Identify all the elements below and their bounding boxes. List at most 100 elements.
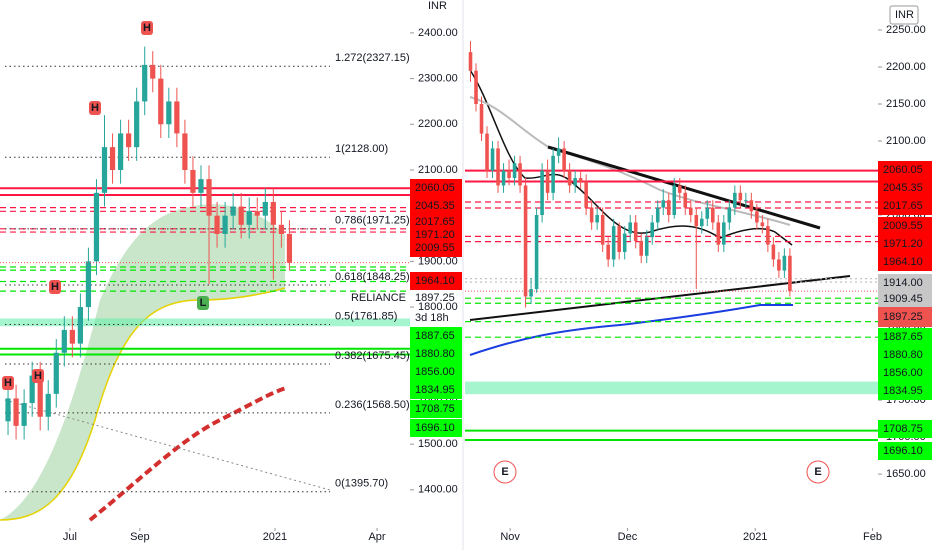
price-label-box <box>878 346 932 364</box>
price-label-box <box>878 161 932 179</box>
trend-line <box>547 145 821 230</box>
earnings-circle <box>493 460 517 484</box>
candle-body <box>578 178 583 182</box>
candle-body <box>512 163 517 179</box>
price-label: 1834.95 <box>883 385 923 397</box>
candle-body <box>126 133 132 148</box>
candle-body <box>109 147 116 170</box>
candle-body <box>53 352 59 394</box>
price-label: 2009.55 <box>415 242 455 254</box>
candle-body <box>633 222 638 241</box>
fib-label: 1.272(2327.15) <box>335 52 410 64</box>
candle-body <box>93 192 100 262</box>
price-label-box <box>878 235 932 253</box>
x-tick-label: Nov <box>500 531 520 543</box>
candle-body <box>562 148 566 171</box>
y-tick-label: 2100.00 <box>418 164 458 176</box>
marker: E <box>501 466 508 478</box>
fib-label: 0.382(1675.45) <box>335 350 410 362</box>
x-tick-label: 2021 <box>263 531 287 543</box>
candle-body <box>101 147 108 193</box>
candle-body <box>238 206 244 225</box>
price-label: 2060.05 <box>415 182 455 194</box>
candle-body <box>485 133 489 171</box>
candle-body <box>777 259 781 271</box>
candle-body <box>749 200 754 212</box>
price-label: 1856.00 <box>415 366 455 378</box>
candle-body <box>755 211 759 223</box>
price-label: 2009.55 <box>883 220 923 232</box>
price-label-box <box>410 419 462 437</box>
candle-body <box>672 185 677 216</box>
candle-body <box>534 215 539 290</box>
candle-body <box>222 215 228 234</box>
candle-body <box>496 148 500 186</box>
candle-body <box>766 226 770 245</box>
candle-body <box>556 148 561 156</box>
price-label-box <box>878 274 932 292</box>
candle-body <box>622 233 627 253</box>
price-label: 1708.75 <box>883 423 923 435</box>
candle-body <box>617 226 621 253</box>
marker-box <box>141 21 153 35</box>
fib-label: 0.618(1848.25) <box>335 271 410 283</box>
marker: L <box>200 297 207 309</box>
candle-body <box>45 393 51 417</box>
candle-body <box>744 200 748 202</box>
price-label: 1856.00 <box>883 367 923 379</box>
candle-body <box>584 181 588 208</box>
candle-body <box>507 170 511 179</box>
last-price-label: 1897.25 <box>415 292 455 304</box>
price-label: 2045.35 <box>883 182 923 194</box>
candle-body <box>206 179 212 216</box>
candle-body <box>529 289 533 297</box>
candle-body <box>545 170 550 193</box>
candle-body <box>21 403 27 426</box>
currency: INR <box>895 9 914 21</box>
price-label: 1971.20 <box>883 238 923 250</box>
price-label: 1880.80 <box>883 349 923 361</box>
indicators <box>0 0 851 550</box>
price-label-box <box>878 179 932 197</box>
candle-body <box>490 148 495 171</box>
fib-label: 0.5(1761.85) <box>335 310 397 322</box>
price-label-box <box>878 420 932 438</box>
y-tick-label: 1650.00 <box>886 468 926 480</box>
candle-body <box>683 192 688 208</box>
price-label: 1708.75 <box>415 403 455 415</box>
y-tick-label: 2400.00 <box>418 27 458 39</box>
candle-body <box>77 307 84 344</box>
candle-body <box>474 70 478 104</box>
candle-body <box>551 155 555 193</box>
candle-body <box>611 226 616 260</box>
marker: E <box>814 466 821 478</box>
y-tick-label: 2200.00 <box>886 61 926 73</box>
zone <box>465 381 878 395</box>
marker: H <box>4 377 12 389</box>
moving-average <box>0 287 286 521</box>
candle-body <box>694 215 699 227</box>
candle-body <box>254 211 260 216</box>
x-tick-label: 2021 <box>743 531 767 543</box>
y-tick-label: 1900.00 <box>418 255 458 267</box>
y-tick-label: 1500.00 <box>418 438 458 450</box>
candle-body <box>142 64 148 102</box>
price-label: 2045.35 <box>415 200 455 212</box>
price-label-box <box>878 442 932 460</box>
candle-body <box>589 207 594 223</box>
candle-body <box>639 240 644 256</box>
candle-body <box>270 201 276 225</box>
candle-body <box>262 201 268 216</box>
cloud <box>0 204 285 520</box>
marker: H <box>51 281 59 293</box>
candle-body <box>166 101 172 125</box>
marker-box <box>2 376 14 390</box>
y-tick-label: 1800.00 <box>418 301 458 313</box>
candle-body <box>61 329 67 353</box>
candle-body <box>595 215 599 223</box>
last-price-box <box>878 307 932 327</box>
candle-body <box>468 52 473 71</box>
y-tick-label: 2200.00 <box>418 118 458 130</box>
candle-body <box>655 207 660 223</box>
candle-body <box>600 215 605 245</box>
